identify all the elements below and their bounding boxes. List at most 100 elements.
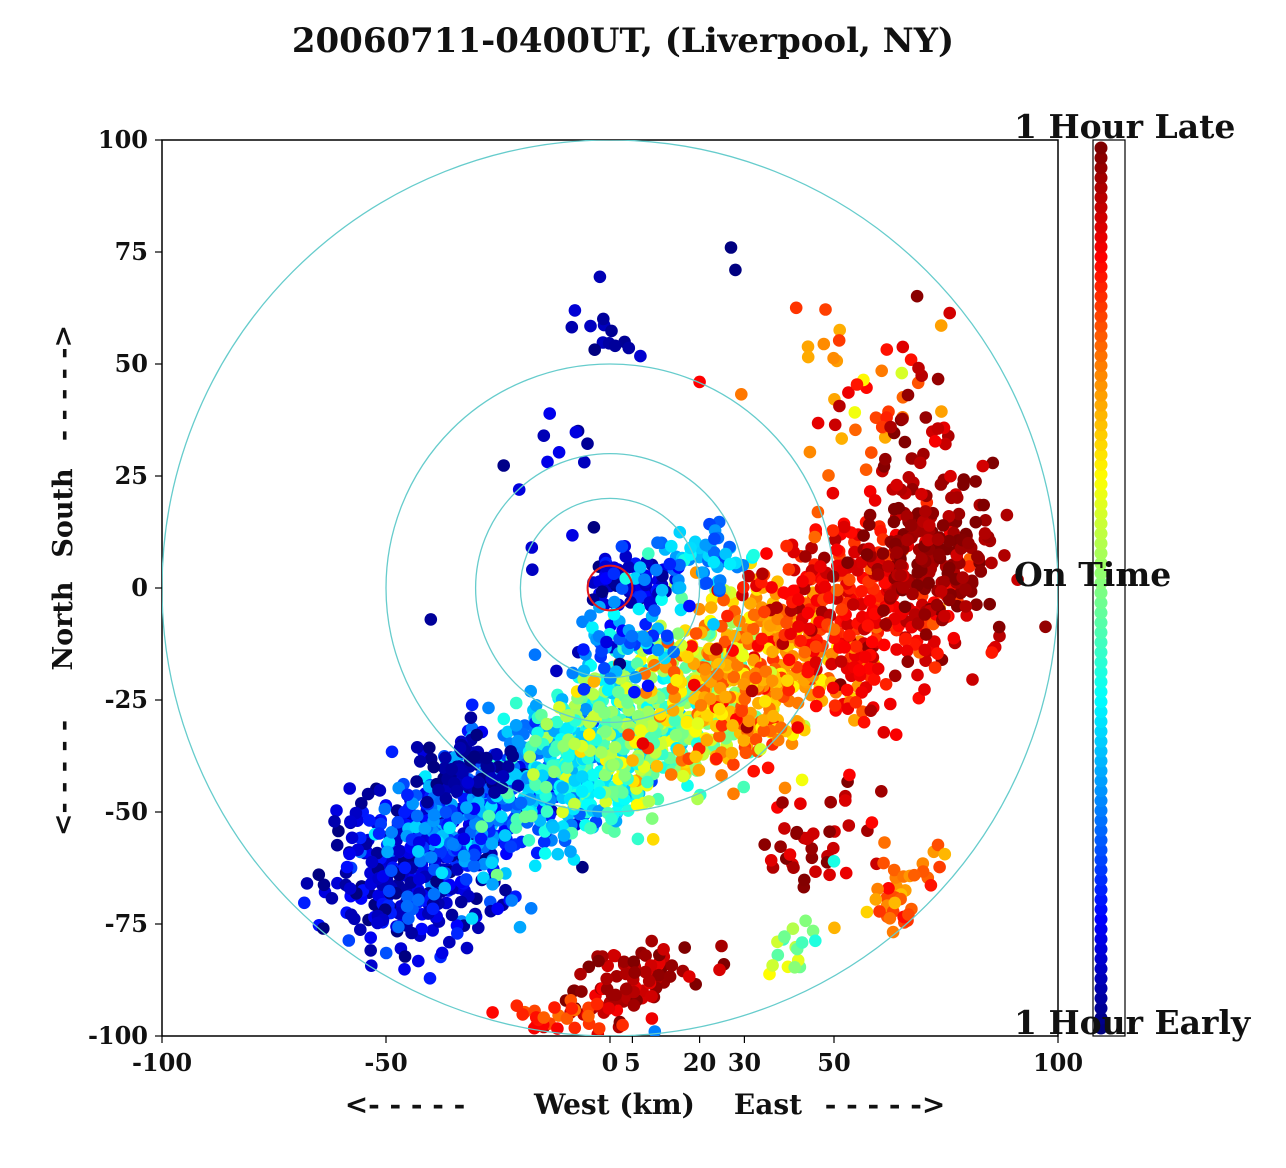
data-point bbox=[623, 342, 636, 355]
data-point bbox=[466, 912, 479, 925]
data-point bbox=[920, 628, 933, 641]
data-point bbox=[747, 765, 760, 778]
data-point bbox=[727, 788, 740, 801]
data-point bbox=[977, 499, 990, 512]
data-point bbox=[538, 1011, 551, 1024]
data-point bbox=[831, 584, 844, 597]
data-point bbox=[648, 604, 661, 617]
data-point bbox=[538, 429, 551, 442]
x-tick-label: -100 bbox=[132, 1048, 192, 1077]
data-point bbox=[870, 893, 883, 906]
data-point bbox=[475, 820, 488, 833]
data-point bbox=[556, 781, 569, 794]
data-point bbox=[781, 674, 794, 687]
data-point bbox=[969, 475, 982, 488]
data-point bbox=[935, 478, 948, 491]
data-point bbox=[881, 343, 894, 356]
data-point bbox=[824, 796, 837, 809]
data-point bbox=[833, 400, 846, 413]
data-point bbox=[855, 585, 868, 598]
x-tick-label: 100 bbox=[1033, 1048, 1083, 1077]
data-point bbox=[364, 931, 377, 944]
data-point bbox=[328, 815, 341, 828]
data-point bbox=[853, 664, 866, 677]
data-point bbox=[809, 935, 822, 948]
data-point bbox=[583, 728, 596, 741]
data-point bbox=[758, 838, 771, 851]
data-point bbox=[799, 915, 812, 928]
data-point bbox=[823, 869, 836, 882]
data-point bbox=[849, 424, 862, 437]
data-point bbox=[838, 521, 851, 534]
data-point bbox=[486, 1006, 499, 1019]
data-point bbox=[993, 621, 1006, 634]
data-point bbox=[879, 453, 892, 466]
data-point bbox=[606, 989, 619, 1002]
data-point bbox=[495, 810, 508, 823]
data-point bbox=[759, 695, 772, 708]
data-point bbox=[809, 865, 822, 878]
data-point bbox=[510, 719, 523, 732]
data-point bbox=[633, 603, 646, 616]
data-point bbox=[708, 556, 721, 569]
data-point bbox=[713, 582, 726, 595]
data-point bbox=[962, 537, 975, 550]
data-point bbox=[379, 803, 392, 816]
data-point bbox=[843, 819, 856, 832]
data-point bbox=[392, 816, 405, 829]
data-point bbox=[902, 389, 915, 402]
x-axis-ticks: -100 -50 0 5 20 30 50 100 bbox=[132, 1036, 1083, 1077]
data-point bbox=[777, 586, 790, 599]
data-point bbox=[760, 547, 773, 560]
data-point bbox=[445, 763, 458, 776]
data-point bbox=[794, 635, 807, 648]
data-point bbox=[541, 718, 554, 731]
data-point bbox=[899, 633, 912, 646]
data-point bbox=[524, 685, 537, 698]
data-point bbox=[865, 704, 878, 717]
data-point bbox=[822, 469, 835, 482]
data-point bbox=[918, 683, 931, 696]
data-point bbox=[569, 304, 582, 317]
data-point bbox=[827, 352, 840, 365]
data-point bbox=[646, 812, 659, 825]
data-point bbox=[634, 561, 647, 574]
data-point bbox=[780, 540, 793, 553]
data-point bbox=[766, 959, 779, 972]
data-point bbox=[843, 629, 856, 642]
data-point bbox=[405, 927, 418, 940]
data-point bbox=[486, 837, 499, 850]
data-point bbox=[849, 406, 862, 419]
data-point bbox=[523, 834, 536, 847]
data-point bbox=[729, 264, 742, 277]
data-point bbox=[539, 847, 552, 860]
data-point bbox=[869, 494, 882, 507]
data-point bbox=[937, 519, 950, 532]
data-point bbox=[641, 776, 654, 789]
data-point bbox=[651, 760, 664, 773]
data-point bbox=[931, 647, 944, 660]
data-point bbox=[863, 518, 876, 531]
data-point bbox=[497, 770, 510, 783]
data-point bbox=[380, 947, 393, 960]
data-point bbox=[414, 755, 427, 768]
data-point bbox=[498, 713, 511, 726]
data-point bbox=[899, 601, 912, 614]
data-point bbox=[578, 456, 591, 469]
data-point bbox=[656, 584, 669, 597]
data-point bbox=[802, 607, 815, 620]
data-point bbox=[568, 738, 581, 751]
data-point bbox=[468, 860, 481, 873]
data-point bbox=[667, 704, 680, 717]
data-point bbox=[896, 367, 909, 380]
data-point bbox=[525, 810, 538, 823]
data-point bbox=[346, 832, 359, 845]
data-point bbox=[839, 794, 852, 807]
data-point bbox=[970, 516, 983, 529]
data-point bbox=[343, 782, 356, 795]
data-point bbox=[677, 770, 690, 783]
data-point bbox=[428, 761, 441, 774]
data-point bbox=[642, 547, 655, 560]
data-point bbox=[581, 437, 594, 450]
data-point bbox=[650, 564, 663, 577]
